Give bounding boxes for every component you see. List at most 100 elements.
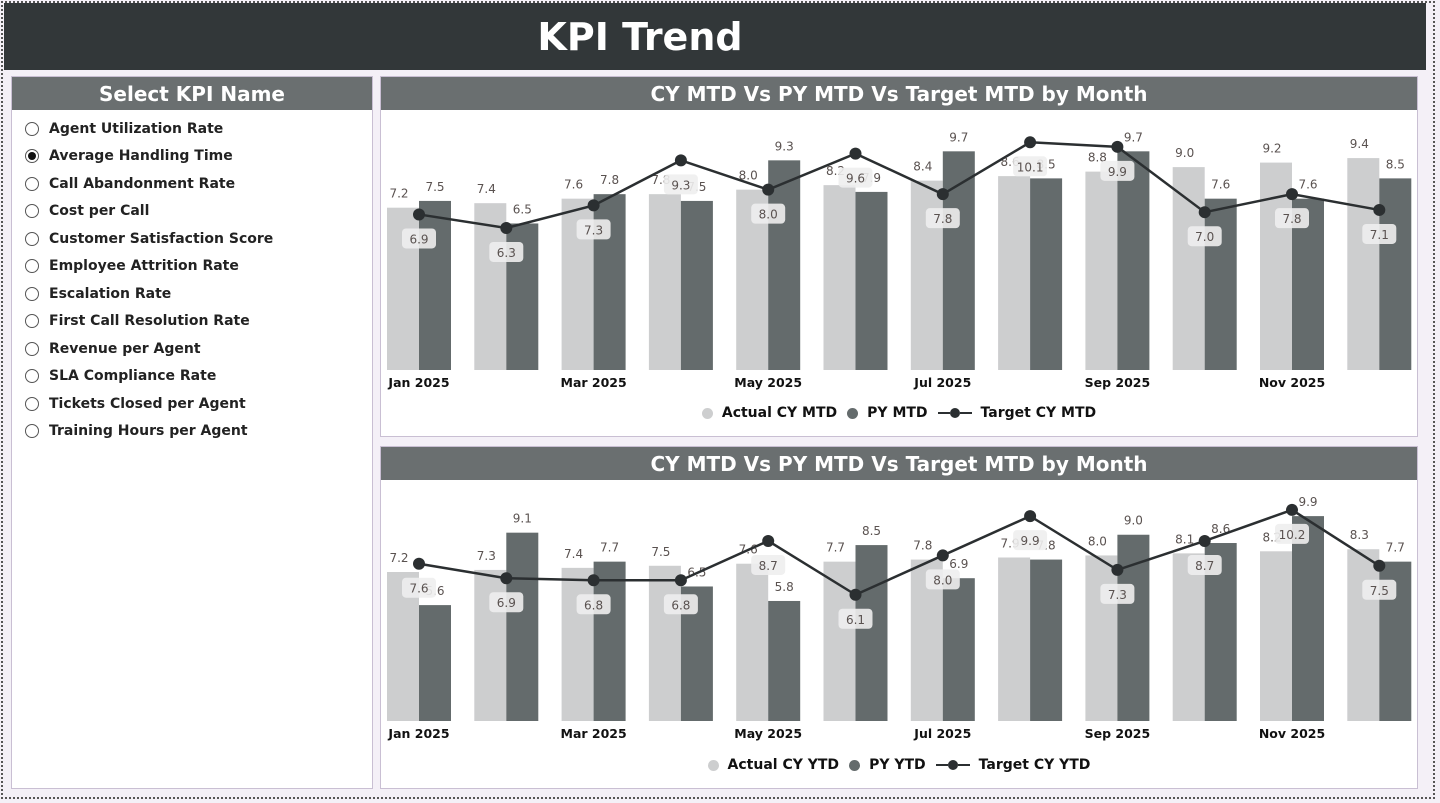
label-target: 6.3	[497, 246, 516, 260]
radio-button[interactable]	[25, 314, 39, 329]
radio-button[interactable]	[25, 259, 39, 274]
bar-py	[1030, 559, 1063, 721]
target-label-box	[1362, 579, 1397, 600]
kpi-option[interactable]: Training Hours per Agent	[25, 418, 372, 446]
kpi-option[interactable]: SLA Compliance Rate	[25, 363, 372, 391]
target-label-box	[663, 594, 698, 615]
label-target: 7.5	[1370, 584, 1389, 598]
target-point	[587, 574, 600, 587]
kpi-option[interactable]: Tickets Closed per Agent	[25, 390, 372, 418]
radio-button[interactable]	[25, 231, 39, 246]
kpi-option[interactable]: Agent Utilization Rate	[25, 115, 372, 143]
label-py: 9.1	[513, 512, 532, 526]
bar-py	[1117, 534, 1150, 721]
legend-py[interactable]: PY MTD	[867, 405, 928, 421]
legend-py-marker	[849, 759, 861, 771]
label-actual: 7.2	[389, 551, 408, 565]
legend-target[interactable]: Target CY MTD	[980, 405, 1097, 421]
radio-button[interactable]	[25, 286, 39, 301]
label-py: 6.9	[949, 557, 968, 571]
bar-actual	[474, 203, 507, 370]
target-point	[1198, 206, 1211, 219]
radio-button[interactable]	[25, 369, 39, 384]
radio-button[interactable]	[25, 176, 39, 191]
kpi-option[interactable]: Cost per Call	[25, 198, 372, 226]
bar-py	[768, 160, 801, 370]
bar-actual	[648, 194, 681, 370]
label-py: 9.0	[1124, 514, 1143, 528]
radio-button[interactable]	[25, 341, 39, 356]
label-py: 8.5	[1386, 157, 1405, 171]
bar-py	[768, 600, 801, 721]
target-point	[936, 188, 949, 201]
legend-py[interactable]: PY YTD	[869, 757, 926, 773]
legend-actual[interactable]: Actual CY YTD	[727, 757, 840, 773]
target-point	[587, 199, 600, 212]
x-tick-label: May 2025	[734, 375, 802, 390]
target-label-box	[838, 167, 873, 188]
label-py: 9.3	[775, 139, 794, 153]
label-py: 7.7	[1386, 541, 1405, 555]
kpi-option[interactable]: Revenue per Agent	[25, 335, 372, 363]
label-actual: 7.8	[913, 539, 932, 553]
kpi-option[interactable]: Customer Satisfaction Score	[25, 225, 372, 253]
label-actual: 7.7	[826, 541, 845, 555]
label-actual: 7.2	[389, 187, 408, 201]
label-actual: 8.8	[1088, 151, 1107, 165]
legend-py-marker	[847, 407, 859, 419]
radio-button[interactable]	[25, 204, 39, 219]
label-actual: 7.3	[477, 549, 496, 563]
x-tick-label: Jul 2025	[913, 375, 971, 390]
bar-actual	[1085, 171, 1118, 370]
label-actual: 7.4	[477, 182, 496, 196]
kpi-option[interactable]: Call Abandonment Rate	[25, 170, 372, 198]
mtd-chart-panel: CY MTD Vs PY MTD Vs Target MTD by Month …	[380, 76, 1418, 437]
radio-button[interactable]	[25, 121, 39, 136]
label-target: 6.9	[497, 596, 516, 610]
target-point	[674, 574, 687, 587]
bar-actual	[1085, 555, 1118, 721]
target-label-box	[1100, 160, 1135, 181]
label-actual: 8.3	[1350, 528, 1369, 542]
label-actual: 8.4	[913, 160, 932, 174]
label-target: 7.8	[1282, 212, 1301, 226]
bar-py	[506, 532, 539, 721]
label-py: 9.7	[949, 130, 968, 144]
target-label-box	[1275, 523, 1309, 544]
kpi-option-label: First Call Resolution Rate	[49, 313, 250, 330]
kpi-option[interactable]: Escalation Rate	[25, 280, 372, 308]
kpi-option[interactable]: Employee Attrition Rate	[25, 253, 372, 281]
x-tick-label: Jul 2025	[913, 726, 971, 741]
bar-actual	[648, 565, 681, 721]
target-point	[1111, 140, 1124, 153]
label-actual: 9.4	[1350, 137, 1369, 151]
label-py: 7.5	[425, 180, 444, 194]
label-target: 9.9	[1021, 534, 1040, 548]
radio-button[interactable]	[25, 396, 39, 411]
kpi-option[interactable]: First Call Resolution Rate	[25, 308, 372, 336]
x-tick-label: May 2025	[734, 726, 802, 741]
target-label-box	[1187, 226, 1222, 247]
bar-actual	[998, 557, 1031, 721]
label-py: 7.8	[600, 173, 619, 187]
kpi-option-label: Training Hours per Agent	[49, 423, 248, 440]
legend-actual[interactable]: Actual CY MTD	[721, 405, 838, 421]
legend-target[interactable]: Target CY YTD	[978, 757, 1091, 773]
bar-actual	[1172, 167, 1205, 370]
target-point	[849, 588, 862, 601]
radio-button[interactable]	[25, 149, 39, 164]
target-point	[936, 549, 949, 562]
target-point	[413, 557, 425, 570]
label-actual: 9.2	[1262, 142, 1281, 156]
label-actual: 7.4	[564, 547, 583, 561]
bar-py	[855, 545, 888, 721]
target-point	[1373, 203, 1386, 216]
radio-button[interactable]	[25, 424, 39, 439]
label-actual: 8.0	[739, 169, 758, 183]
target-line	[418, 508, 1380, 597]
kpi-option[interactable]: Average Handling Time	[25, 143, 372, 171]
x-tick-label: Jan 2025	[387, 375, 449, 390]
bar-py	[1030, 178, 1063, 370]
bar-actual	[823, 561, 856, 721]
